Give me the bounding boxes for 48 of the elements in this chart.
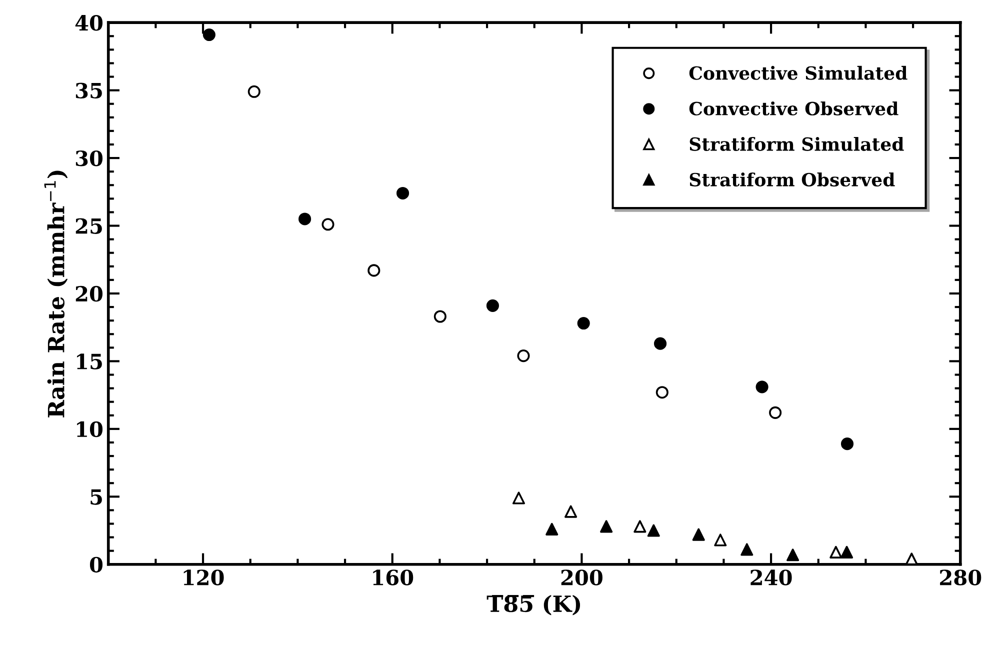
point bbox=[396, 186, 410, 200]
point bbox=[714, 534, 727, 546]
point bbox=[656, 386, 668, 399]
point bbox=[248, 85, 260, 98]
point bbox=[564, 505, 578, 518]
x-tick-label: 200 bbox=[561, 570, 602, 586]
x-axis-title: T̅8̅5̅ (K) bbox=[486, 594, 580, 616]
y-tick-label: 25 bbox=[76, 218, 102, 234]
y-tick-label: 20 bbox=[76, 286, 103, 302]
y-tick-label: 35 bbox=[76, 82, 102, 99]
y-tick-label: 5 bbox=[90, 489, 102, 505]
y-tick-label: 30 bbox=[76, 150, 103, 166]
legend-label: Stratiform Simulated bbox=[690, 136, 904, 151]
point bbox=[840, 546, 854, 558]
point bbox=[740, 543, 754, 556]
point bbox=[756, 380, 768, 394]
point bbox=[600, 520, 613, 533]
point bbox=[769, 406, 782, 419]
y-tick-label: 10 bbox=[77, 421, 103, 438]
x-tick-label: 280 bbox=[940, 570, 982, 586]
y-tick-label: 40 bbox=[75, 15, 103, 31]
y-axis-title: Rain Rate (mmhr$^{−1}$) bbox=[44, 170, 68, 418]
x-tick-label: 160 bbox=[373, 570, 414, 586]
point bbox=[486, 299, 499, 312]
point bbox=[434, 310, 446, 323]
point bbox=[202, 28, 216, 42]
legend-label: Convective Simulated bbox=[689, 66, 908, 80]
legend-label: Convective Observed bbox=[689, 101, 898, 116]
point bbox=[517, 350, 530, 362]
point bbox=[322, 218, 334, 231]
x-tick-label: 120 bbox=[184, 570, 224, 586]
y-tick-label: 0 bbox=[90, 556, 103, 573]
point bbox=[692, 528, 705, 541]
point bbox=[905, 552, 918, 564]
point bbox=[647, 524, 660, 537]
point bbox=[634, 520, 646, 533]
legend-label: Stratiform Observed bbox=[690, 172, 895, 186]
point bbox=[298, 212, 312, 226]
x-tick-label: 240 bbox=[750, 570, 792, 586]
point bbox=[840, 438, 854, 450]
point bbox=[546, 522, 558, 536]
point bbox=[368, 264, 380, 277]
y-tick-label: 15 bbox=[77, 354, 102, 370]
point bbox=[512, 492, 526, 504]
point bbox=[830, 546, 842, 558]
point bbox=[786, 548, 800, 562]
point bbox=[577, 316, 590, 330]
point bbox=[654, 337, 667, 350]
